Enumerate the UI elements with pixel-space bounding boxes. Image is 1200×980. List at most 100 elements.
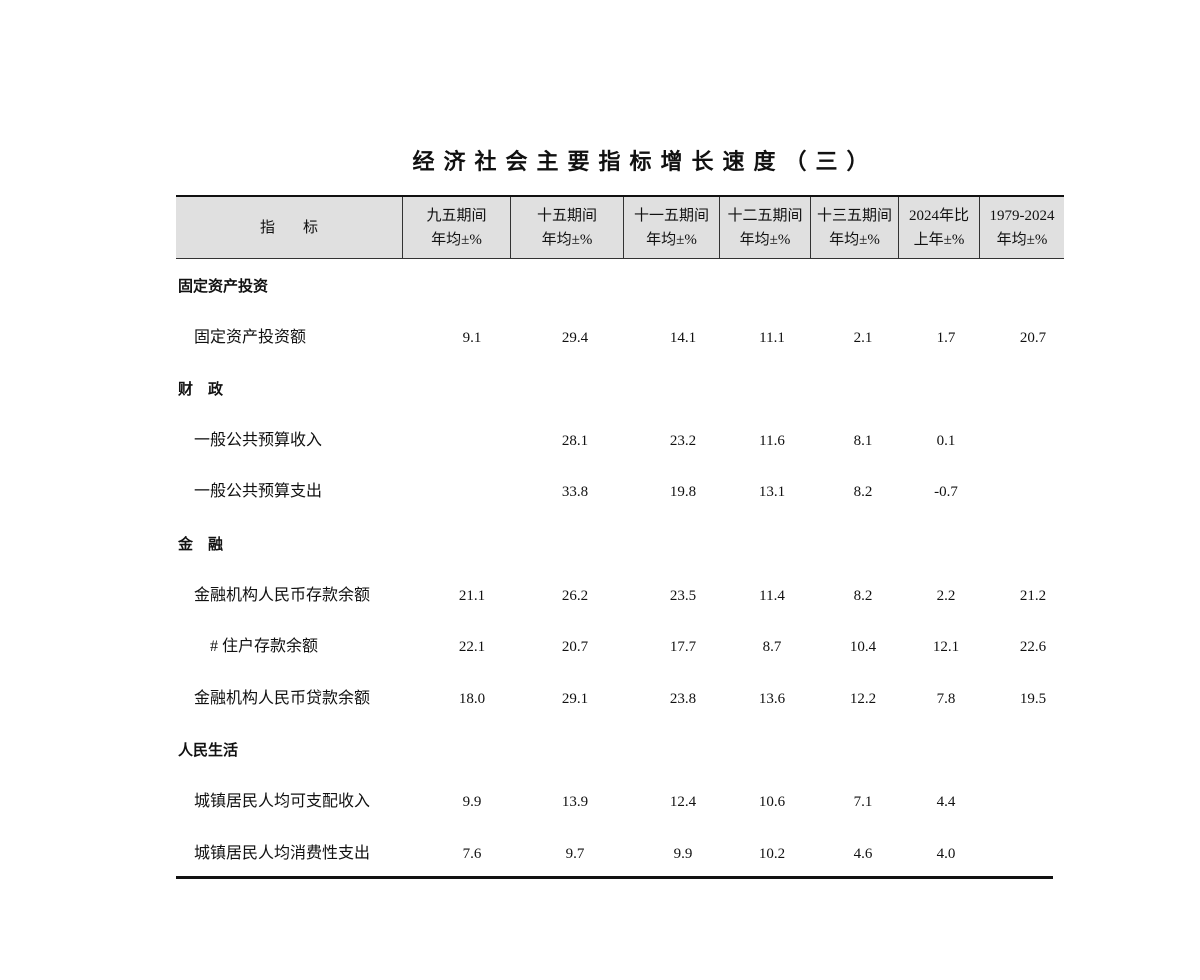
cell-value: 22.6 xyxy=(1019,639,1047,656)
cell-value: 10.6 xyxy=(758,794,786,810)
header-line1: 十二五期间 xyxy=(727,207,803,224)
row-label: 金 融 xyxy=(178,535,224,553)
table-row: 金融机构人民币贷款余额 18.0 29.1 23.8 13.6 12.2 7.8 19.5 xyxy=(176,687,1064,711)
header-indicator: 指标 xyxy=(259,219,346,236)
header-column: 十五期间年均±% xyxy=(510,197,623,258)
header-column: 2024年比 上年±% xyxy=(898,197,979,258)
header-line2: 年均±% xyxy=(646,231,697,248)
cell-value: 8.1 xyxy=(853,432,873,449)
header-column: 十三五期间年均±% xyxy=(810,197,898,258)
row-label: 城镇居民人均可支配收入 xyxy=(194,793,371,810)
category-row: 固定资产投资 xyxy=(176,274,1064,298)
cell-value: 13.9 xyxy=(561,794,589,810)
row-label: 固定资产投资 xyxy=(178,277,269,295)
header-column: 1979-2024 年均±% xyxy=(979,197,1064,258)
header-column: 九五期间年均±% xyxy=(402,197,510,258)
row-label: 财 政 xyxy=(178,380,224,399)
cell-value: 4.6 xyxy=(853,845,873,862)
row-label: 金融机构人民币贷款余额 xyxy=(194,689,371,707)
top-rule xyxy=(176,195,1064,197)
header-line2: 年均±% xyxy=(739,231,791,248)
cell-value: 9.9 xyxy=(673,845,693,862)
cell-value: 0.1 xyxy=(936,432,956,449)
header-line1: 十五期间 xyxy=(536,207,597,224)
row-label: 一般公共预算支出 xyxy=(194,483,323,501)
cell-value: 29.4 xyxy=(561,329,589,346)
cell-value: 2.2 xyxy=(936,587,956,604)
cell-value: 20.7 xyxy=(1019,329,1047,346)
header-column: 十二五期间年均±% xyxy=(719,197,810,258)
cell-value: 8.2 xyxy=(853,484,873,501)
row-label: # 住户存款余额 xyxy=(210,638,319,656)
category-row: 人民生活 xyxy=(176,738,1064,762)
header-line1: 1979-2024 xyxy=(989,207,1055,224)
cell-value: 19.8 xyxy=(669,484,697,501)
header-line2: 年均±% xyxy=(431,231,482,248)
bottom-rule xyxy=(176,876,1053,879)
cell-value: 26.2 xyxy=(561,587,589,604)
cell-value: 7.8 xyxy=(936,690,956,707)
cell-value: 11.1 xyxy=(759,329,785,346)
table-row: 城镇居民人均消费性支出 7.6 9.7 9.9 10.2 4.6 4.0 xyxy=(176,842,1064,866)
table-row: 金融机构人民币存款余额 21.1 26.2 23.5 11.4 8.2 2.2 21.2 xyxy=(176,584,1064,608)
header-line2: 年均±% xyxy=(541,231,593,248)
row-label: 人民生活 xyxy=(178,741,239,760)
cell-value: 9.7 xyxy=(565,845,585,862)
table-row: 一般公共预算支出 33.8 19.8 13.1 8.2 -0.7 xyxy=(176,480,1064,504)
cell-value: 11.4 xyxy=(759,587,785,604)
cell-value: 19.5 xyxy=(1019,690,1047,707)
cell-value: 17.7 xyxy=(669,639,697,656)
row-label: 固定资产投资额 xyxy=(194,328,307,346)
cell-value: 23.5 xyxy=(669,587,697,604)
category-row: 财 政 xyxy=(176,377,1064,401)
table-title: 经济社会主要指标增长速度（三） xyxy=(412,149,878,174)
header-line2: 年均±% xyxy=(996,231,1048,248)
cell-value: 12.2 xyxy=(849,690,877,707)
table-row: 固定资产投资额 9.1 29.4 14.1 11.1 2.1 1.7 20.7 xyxy=(176,326,1064,350)
cell-value: 23.2 xyxy=(669,432,697,449)
cell-value: 13.1 xyxy=(758,484,786,501)
cell-value: 12.1 xyxy=(932,639,960,656)
cell-value: 12.4 xyxy=(669,794,697,810)
header-line1: 九五期间 xyxy=(426,207,487,224)
header-line1: 2024年比 xyxy=(908,207,969,224)
table-row: 城镇居民人均可支配收入 9.9 13.9 12.4 10.6 7.1 4.4 xyxy=(176,790,1064,814)
cell-value: 23.8 xyxy=(669,690,697,707)
cell-value: 11.6 xyxy=(759,432,785,449)
header-column: 十一五期间年均±% xyxy=(623,197,719,258)
cell-value: 18.0 xyxy=(458,690,486,707)
cell-value: 14.1 xyxy=(669,329,697,346)
cell-value: 9.1 xyxy=(462,329,482,346)
cell-value: -0.7 xyxy=(934,484,958,501)
cell-value: 8.2 xyxy=(853,587,873,604)
cell-value: 9.9 xyxy=(462,794,482,810)
cell-value: 21.2 xyxy=(1019,587,1047,604)
cell-value: 7.1 xyxy=(853,794,873,810)
cell-value: 22.1 xyxy=(458,639,486,656)
cell-value: 28.1 xyxy=(561,432,589,449)
row-label: 城镇居民人均消费性支出 xyxy=(194,844,371,862)
table-header: 指标 九五期间 年均±% 十五期间 年均±% 十一五期间 年均±% 十二五期间 年均±% 十三五期… xyxy=(176,197,1064,259)
header-line1: 十三五期间 xyxy=(816,207,892,224)
cell-value: 29.1 xyxy=(561,690,589,707)
cell-value: 10.4 xyxy=(849,639,877,656)
cell-value: 7.6 xyxy=(462,845,482,862)
cell-value: 2.1 xyxy=(853,329,873,346)
row-label: 金融机构人民币存款余额 xyxy=(194,586,371,604)
cell-value: 13.6 xyxy=(758,690,786,707)
row-label: 一般公共预算收入 xyxy=(194,431,323,449)
cell-value: 33.8 xyxy=(561,484,589,501)
cell-value: 8.7 xyxy=(762,639,782,656)
cell-value: 4.4 xyxy=(936,794,956,810)
cell-value: 21.1 xyxy=(458,587,486,604)
cell-value: 4.0 xyxy=(936,845,956,862)
header-line2: 上年±% xyxy=(913,231,965,248)
table-row: # 住户存款余额 22.1 20.7 17.7 8.7 10.4 12.1 22.6 xyxy=(176,635,1064,659)
category-row: 金 融 xyxy=(176,532,1064,556)
header-line1: 十一五期间 xyxy=(633,207,709,224)
cell-value: 10.2 xyxy=(758,845,786,862)
cell-value: 20.7 xyxy=(561,639,589,656)
table-row: 一般公共预算收入 28.1 23.2 11.6 8.1 0.1 xyxy=(176,429,1064,453)
cell-value: 1.7 xyxy=(936,329,956,346)
header-line2: 年均±% xyxy=(829,231,880,248)
